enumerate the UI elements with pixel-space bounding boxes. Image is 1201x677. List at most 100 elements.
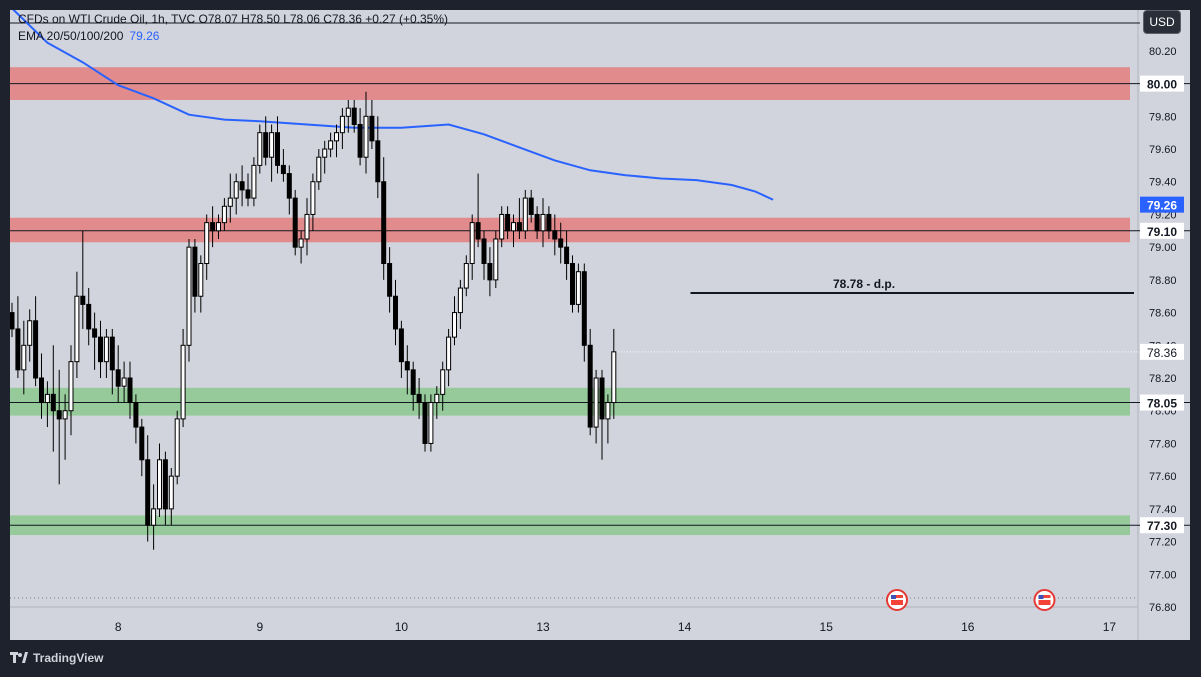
candle-body [145,459,151,526]
candle-body [62,410,68,420]
candle-body [186,246,192,346]
y-tick-label: 79.60 [1149,144,1177,156]
candle-body [50,393,56,412]
candle-body [139,426,145,461]
price-axis-background [1138,10,1190,640]
x-tick-label: 14 [678,620,692,634]
y-tick-label: 78.20 [1149,373,1177,385]
zone-price-label: 79.10 [1147,225,1177,239]
x-tick-label: 10 [395,620,409,634]
zone-price-label: 77.30 [1147,519,1177,533]
candle-body [528,197,534,215]
candle-body [68,361,74,412]
x-tick-label: 17 [1103,620,1117,634]
zone-price-tag [1140,394,1184,411]
y-tick-label: 78.80 [1149,275,1177,287]
chart-frame: 78.78 - d.p.80.4080.2080.0079.8079.6079.… [10,10,1190,640]
plot-background [10,10,1138,607]
candle-body [251,164,257,199]
candle-body [275,132,280,166]
currency-button[interactable]: USD [1143,10,1181,34]
earnings-flag-stripe [1038,598,1051,600]
zone-price-tag [1140,222,1184,239]
price-chart[interactable]: 78.78 - d.p.80.4080.2080.0079.8079.6079.… [10,10,1190,640]
candle-body [204,222,210,265]
candle-body [162,459,168,510]
ema-line [12,10,774,201]
candle-body [334,132,339,142]
candle-body [463,263,469,289]
candle-body [446,336,452,371]
candle-body [115,369,121,387]
candle-body [103,336,109,363]
candle-body [511,222,516,232]
earnings-flag-canton [1038,595,1044,599]
y-tick-label: 79.00 [1149,242,1177,254]
candle-body [375,140,381,183]
candle-body [27,320,33,346]
candle-body [121,377,127,387]
candle-body [210,222,216,232]
candle-body [263,132,269,158]
symbol-legend: CFDs on WTI Crude Oil, 1h, TVC O78.07 H7… [18,12,449,26]
candle-body [487,263,493,281]
candle-body [422,402,428,444]
candle-body [440,369,446,395]
candle-body [15,328,21,371]
tradingview-logo-icon [10,652,28,664]
candle-body [180,344,186,420]
earnings-flag-stripe [891,598,903,600]
y-tick-label: 77.20 [1149,537,1177,549]
candle-body [10,312,15,330]
candle-body [39,377,44,404]
candle-body [452,312,457,338]
y-tick-label: 76.80 [1149,602,1177,614]
candle-body [575,271,581,305]
candle-body [534,213,540,232]
y-tick-label: 77.80 [1149,438,1177,450]
candle-body [328,140,334,150]
candle-body [233,181,239,199]
candle-body [611,351,617,404]
candle-body [398,328,404,363]
candle-body [86,303,92,330]
x-tick-label: 15 [820,620,834,634]
candle-body [245,189,251,199]
candle-body [227,197,233,207]
candle-body [216,222,221,232]
candle-body [316,156,322,183]
y-tick-label: 80.20 [1149,46,1177,58]
y-tick-label: 78.60 [1149,308,1177,320]
x-tick-label: 9 [256,620,263,634]
candle-body [221,205,227,224]
x-tick-label: 13 [536,620,550,634]
earnings-flag-canton [891,595,896,599]
candle-body [174,418,180,477]
candle-body [357,123,363,158]
candle-body [56,410,62,420]
candle-body [298,238,304,248]
candle-body [239,181,245,191]
candle-body [434,393,440,404]
candle-body [257,132,263,166]
ema-legend-label: EMA 20/50/100/200 [18,29,124,43]
candle-body [581,271,587,346]
candle-body [92,328,98,338]
zone-price-label: 78.05 [1147,397,1177,411]
tradingview-logo[interactable]: TradingView [10,651,103,665]
support-zone [10,387,1130,416]
candle-body [552,230,558,240]
candle-body [546,213,552,232]
candle-body [168,475,174,510]
zone-price-label: 80.00 [1147,78,1177,92]
candle-body [286,173,292,199]
candle-body [505,213,511,232]
y-tick-label: 79.80 [1149,111,1177,123]
candle-body [416,393,422,404]
ema-legend-value: 79.26 [129,29,160,43]
candle-body [127,377,133,404]
candle-body [516,222,522,232]
candle-body [540,213,546,232]
candle-body [292,197,298,248]
candle-body [310,181,316,215]
